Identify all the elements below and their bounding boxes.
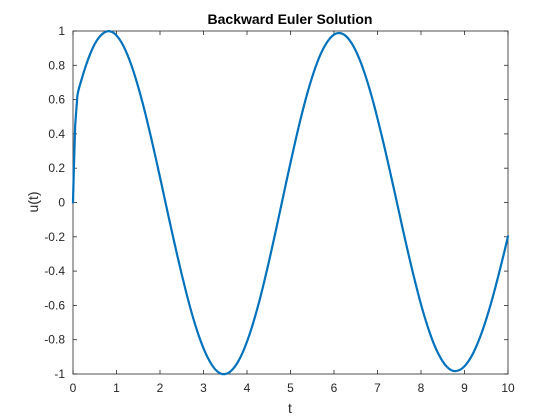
chart-title: Backward Euler Solution — [208, 11, 373, 27]
x-tick-label: 3 — [200, 381, 207, 395]
x-tick-label: 8 — [418, 381, 425, 395]
y-tick-label: 0.2 — [48, 161, 65, 175]
y-tick-label: 0 — [58, 196, 65, 210]
y-tick-label: -0.6 — [44, 298, 65, 312]
x-axis-label: t — [288, 400, 292, 416]
y-tick-label: 1 — [58, 24, 65, 38]
y-tick-label: -0.4 — [44, 264, 65, 278]
x-tick-label: 9 — [461, 381, 468, 395]
x-tick-label: 0 — [70, 381, 77, 395]
x-tick-label: 2 — [157, 381, 164, 395]
x-tick-label: 10 — [501, 381, 515, 395]
x-tick-label: 5 — [287, 381, 294, 395]
y-axis: -1 -0.8 -0.6 -0.4 -0.2 0 0.2 0.4 0.6 0.8 1 — [44, 24, 508, 381]
plot-area — [72, 30, 509, 375]
x-tick-label: 7 — [374, 381, 381, 395]
series-line — [71, 30, 510, 376]
y-tick-label: -0.2 — [44, 230, 65, 244]
x-tick-label: 4 — [244, 381, 251, 395]
x-tick-label: 1 — [113, 381, 120, 395]
y-axis-label: u(t) — [25, 192, 41, 213]
x-tick-label: 6 — [331, 381, 338, 395]
y-tick-label: 0.8 — [48, 58, 65, 72]
x-axis: 0 1 2 3 4 5 6 7 8 9 10 — [70, 31, 515, 395]
y-tick-label: -1 — [54, 367, 65, 381]
y-tick-label: -0.8 — [44, 333, 65, 347]
y-tick-label: 0.6 — [48, 93, 65, 107]
y-tick-label: 0.4 — [48, 127, 65, 141]
